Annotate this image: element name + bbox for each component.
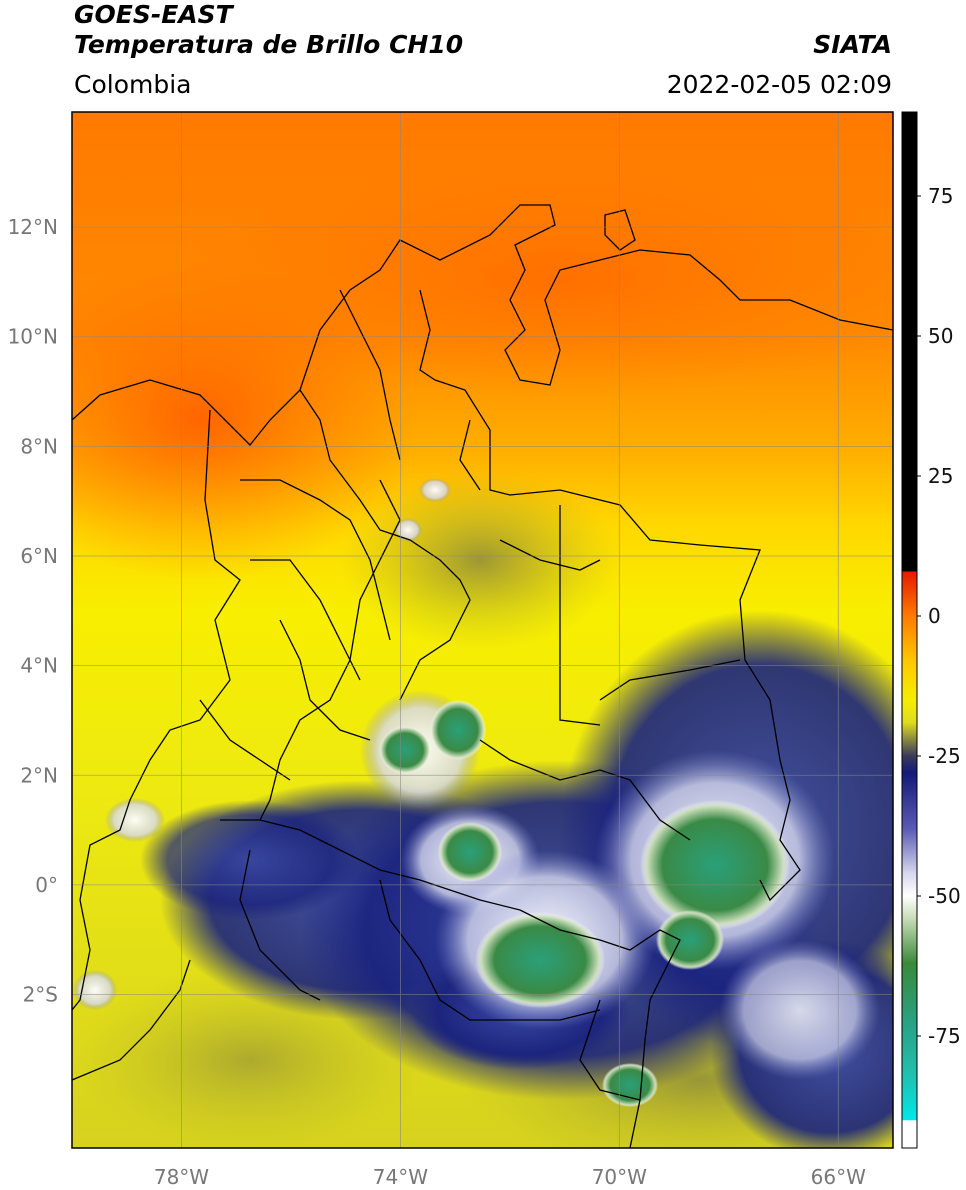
lat-tick-label: 0° [35,873,58,897]
lon-tick-label: 70°W [592,1165,647,1189]
lon-tick-label: 74°W [373,1165,428,1189]
colorbar-tick-label: -75 [928,1024,961,1048]
lon-tick-label: 66°W [811,1165,866,1189]
colorbar-tick-label: 25 [928,464,953,488]
colorbar-scale [901,111,918,1149]
datetime-label: 2022-02-05 02:09 [666,70,892,99]
lat-tick-label: 8°N [20,434,58,458]
product-title: Temperatura de Brillo CH10 [74,30,464,59]
colorbar-tick-label: 0 [928,604,941,628]
latitude-tick-labels: 12°N 10°N 8°N 6°N 4°N 2°N 0° 2°S [8,215,58,1006]
map-frame [71,111,894,1149]
lat-tick-label: 6°N [20,544,58,568]
lon-tick-label: 78°W [154,1165,209,1189]
colorbar-tick-labels: 75 50 25 0 -25 -50 -75 [917,184,961,1048]
colorbar-tick-label: -25 [928,744,961,768]
agency-label: SIATA [813,30,892,59]
lat-tick-label: 2°S [23,983,58,1007]
graticule [72,112,893,1148]
coastline-borders [72,204,893,1148]
longitude-tick-labels: 78°W 74°W 70°W 66°W [154,1165,866,1189]
lat-tick-label: 4°N [20,654,58,678]
colorbar-tick-label: 50 [928,324,953,348]
lat-tick-label: 2°N [20,763,58,787]
lat-tick-label: 12°N [8,215,58,239]
lat-tick-label: 10°N [8,325,58,349]
colorbar-tick-label: 75 [928,184,953,208]
region-label: Colombia [74,70,192,99]
colorbar-tick-label: -50 [928,884,961,908]
brightness-temperature-field [72,112,893,1148]
colorbar: 75 50 25 0 -25 -50 -75 [901,111,961,1149]
satellite-title: GOES-EAST [74,0,233,29]
